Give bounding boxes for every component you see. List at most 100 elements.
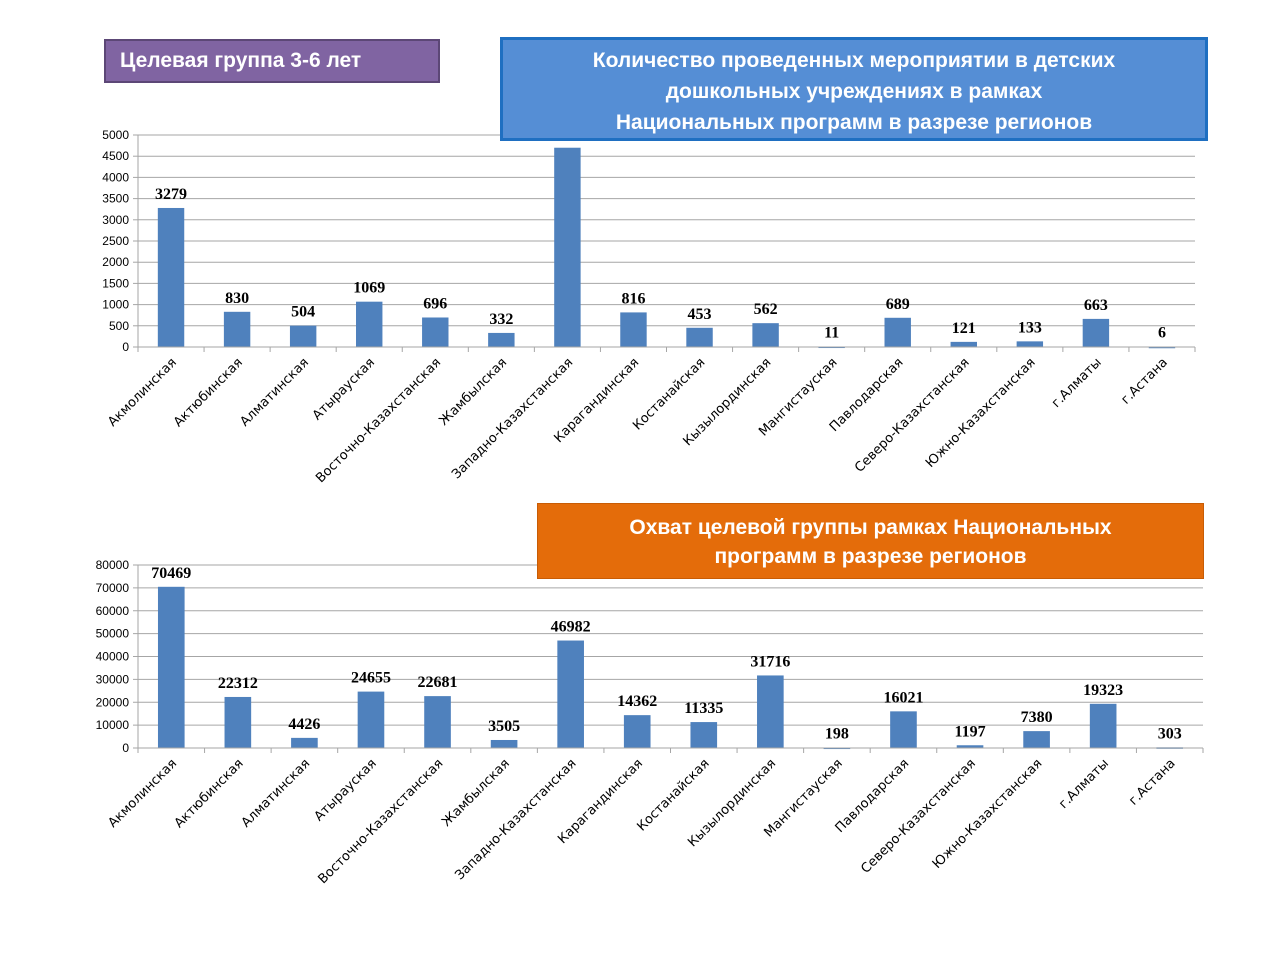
bar-Восточно-Казахстанская — [422, 317, 449, 347]
y-tick-label: 80000 — [96, 558, 130, 572]
bar-Алматинская — [291, 737, 318, 748]
bar-Западно-Казахстанская — [554, 147, 581, 347]
bar-Актюбинская — [224, 696, 252, 748]
data-label: 816 — [621, 290, 645, 307]
bar-г.Алматы — [1089, 703, 1117, 748]
data-label: 7380 — [1021, 709, 1053, 726]
data-label: 1069 — [353, 280, 385, 297]
y-tick-label: 1500 — [102, 276, 129, 290]
category-label: Жамбылская — [439, 756, 513, 830]
data-label: 504 — [291, 304, 315, 321]
data-label: 11335 — [684, 700, 723, 717]
age-group-badge-text: Целевая группа 3-6 лет — [120, 49, 362, 72]
bar-Костанайская — [686, 327, 713, 347]
data-label: 133 — [1018, 319, 1042, 336]
chart-events-title-line: дошкольных учреждениях в рамках — [665, 80, 1043, 103]
bar-Жамбылская — [490, 739, 518, 748]
data-label: 198 — [825, 726, 849, 743]
category-label: Атырауская — [312, 756, 380, 824]
bar-Атырауская — [357, 691, 385, 748]
data-label: 14362 — [617, 693, 657, 710]
data-label: 830 — [225, 290, 249, 307]
y-tick-label: 3500 — [102, 192, 129, 206]
bar-Акмолинская — [157, 207, 185, 347]
bar-Кызылординская — [752, 323, 779, 347]
data-label: 121 — [952, 320, 976, 337]
chart-events-title-line: Национальных программ в разрезе регионов — [615, 111, 1093, 134]
y-tick-label: 5000 — [102, 128, 129, 142]
chart-events-title-line: Количество проведенных мероприятии в дет… — [592, 49, 1116, 72]
y-tick-label: 4000 — [102, 170, 129, 184]
y-tick-label: 10000 — [96, 718, 130, 732]
chart-coverage-title-line: программ в разрезе регионов — [714, 545, 1027, 568]
chart-events-title: Количество проведенных мероприятии в дет… — [500, 37, 1208, 141]
y-tick-label: 500 — [109, 319, 129, 333]
data-label: 22681 — [418, 674, 458, 691]
y-tick-label: 3000 — [102, 213, 129, 227]
y-tick-label: 20000 — [96, 695, 130, 709]
y-tick-label: 0 — [122, 741, 129, 755]
bar-Западно-Казахстанская — [557, 640, 584, 748]
category-label: г.Астана — [1126, 756, 1178, 808]
data-label: 1197 — [954, 723, 985, 740]
data-label: 24655 — [351, 670, 391, 687]
category-label: Северо-Казахстанская — [858, 756, 978, 876]
bar-Актюбинская — [223, 311, 251, 347]
data-label: 689 — [886, 296, 910, 313]
data-label: 16021 — [883, 689, 923, 706]
data-label: 4426 — [288, 716, 320, 733]
data-label: 332 — [489, 311, 513, 328]
bar-Костанайская — [690, 722, 718, 748]
chart-coverage-title-line: Охват целевой группы рамках Национальных — [629, 516, 1112, 539]
category-label: Восточно-Казахстанская — [315, 756, 446, 887]
category-label: Актюбинская — [172, 756, 247, 831]
data-label: 3279 — [155, 186, 187, 203]
y-tick-label: 30000 — [96, 672, 130, 686]
data-label: 453 — [688, 306, 712, 323]
data-label: 663 — [1084, 297, 1108, 314]
data-label: 3505 — [488, 718, 520, 735]
bar-г.Алматы — [1082, 318, 1110, 347]
category-label: Западно-Казахстанская — [452, 756, 579, 883]
category-label: г.Алматы — [1056, 756, 1112, 812]
data-label: 22312 — [218, 675, 258, 692]
bar-Акмолинская — [157, 586, 185, 748]
bar-Восточно-Казахстанская — [424, 696, 451, 748]
bar-Алматинская — [289, 325, 317, 347]
bar-Карагандинская — [620, 312, 647, 347]
bar-Карагандинская — [623, 715, 651, 748]
data-label: 31716 — [750, 653, 790, 670]
y-tick-label: 0 — [122, 340, 129, 354]
data-label: 6 — [1158, 325, 1166, 342]
bar-Жамбылская — [488, 332, 515, 347]
bar-Кызылординская — [757, 675, 784, 748]
data-label: 70469 — [151, 565, 191, 582]
data-label: 46982 — [551, 619, 591, 636]
y-tick-label: 2000 — [102, 255, 129, 269]
y-tick-label: 2500 — [102, 234, 129, 248]
y-tick-label: 1000 — [102, 298, 129, 312]
category-label: Южно-Казахстанская — [930, 756, 1046, 872]
bar-Атырауская — [356, 301, 383, 347]
category-label: Алматинская — [239, 756, 313, 830]
bar-Павлодарская — [884, 317, 911, 347]
y-tick-label: 70000 — [96, 581, 130, 595]
bar-Северо-Казахстанская — [956, 745, 984, 748]
y-tick-label: 60000 — [96, 604, 130, 618]
bar-Южно-Казахстанская — [1016, 341, 1044, 347]
y-tick-label: 40000 — [96, 650, 130, 664]
y-tick-label: 50000 — [96, 627, 130, 641]
data-label: 562 — [754, 301, 778, 318]
bar-Северо-Казахстанская — [950, 341, 977, 347]
data-label: 11 — [824, 325, 839, 342]
data-label: 19323 — [1083, 682, 1123, 699]
category-label: Акмолинская — [105, 756, 180, 831]
data-label: 696 — [423, 295, 447, 312]
age-group-badge: Целевая группа 3-6 лет — [104, 39, 440, 83]
y-tick-label: 4500 — [102, 149, 129, 163]
data-label: 303 — [1158, 725, 1182, 742]
bar-Южно-Казахстанская — [1023, 731, 1050, 748]
chart-coverage-title: Охват целевой группы рамках Национальных… — [537, 503, 1204, 579]
